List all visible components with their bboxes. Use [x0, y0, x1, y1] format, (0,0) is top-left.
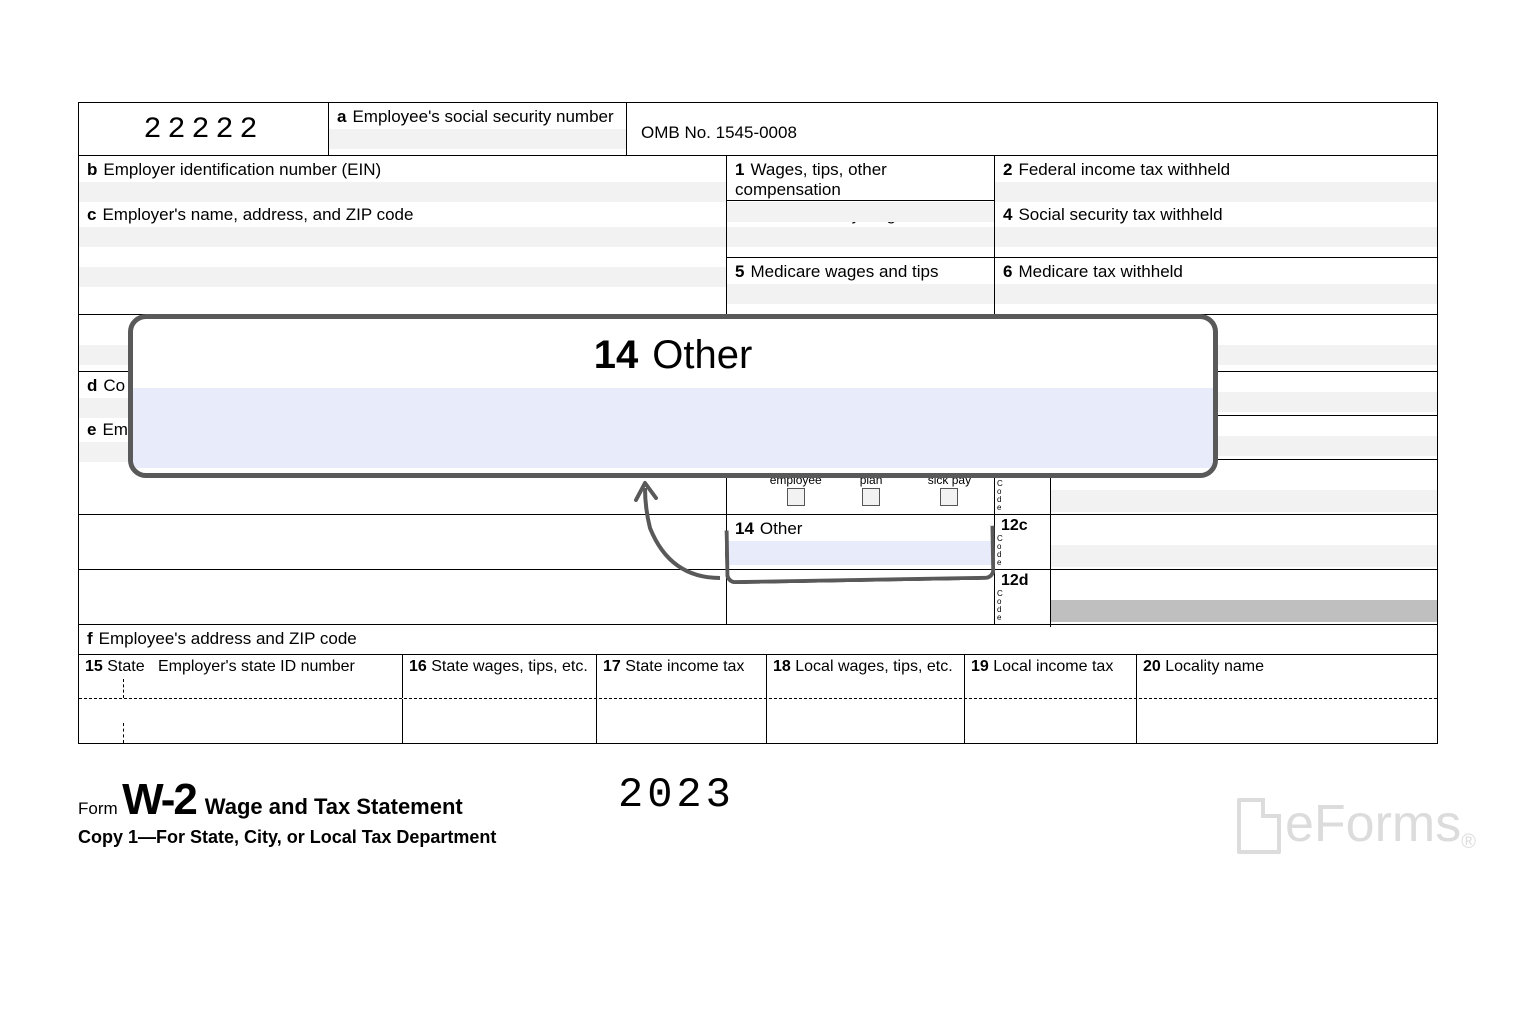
row-12d: 12d C o d e	[79, 570, 1437, 625]
form-word: Form	[78, 799, 118, 818]
box-15: 15 State Employer's state ID number	[79, 655, 403, 698]
row-15-20-blank	[79, 699, 1437, 743]
box-b: bEmployer identification number (EIN)	[79, 156, 727, 200]
row-15-20: 15 State Employer's state ID number 16 S…	[79, 655, 1437, 699]
box-20: 20 Locality name	[1137, 655, 1437, 698]
box-c-label: Employer's name, address, and ZIP code	[102, 205, 413, 224]
box-4: 4Social security tax withheld	[995, 201, 1437, 257]
form-year: 2023	[618, 771, 735, 819]
checkbox-sickpay[interactable]	[940, 488, 958, 506]
callout-box-14: 14Other	[128, 314, 1218, 478]
box-22222: 22222	[79, 103, 329, 155]
callout-fill	[133, 388, 1213, 468]
row-header: 22222 aEmployee's social security number…	[79, 103, 1437, 156]
checkbox-statutory[interactable]	[787, 488, 805, 506]
row-f: fEmployee's address and ZIP code	[79, 625, 1437, 655]
document-icon	[1237, 798, 1281, 854]
box-a-fill	[329, 129, 626, 149]
box-12d: 12d C o d e	[995, 570, 1437, 624]
form-footer: Form W-2 Wage and Tax Statement 2023 Cop…	[78, 775, 1438, 848]
eforms-watermark: eForms®	[1237, 794, 1476, 854]
box-1-label: Wages, tips, other compensation	[735, 160, 887, 199]
box-14: 14Other	[727, 515, 995, 569]
box-17: 17 State income tax	[597, 655, 767, 698]
copy-line: Copy 1—For State, City, or Local Tax Dep…	[78, 827, 1438, 848]
box-18: 18 Local wages, tips, etc.	[767, 655, 965, 698]
box-a-label: Employee's social security number	[352, 107, 613, 126]
box-19: 19 Local income tax	[965, 655, 1137, 698]
row-14-12c: 14Other 12c C o d e	[79, 515, 1437, 570]
box-16: 16 State wages, tips, etc.	[403, 655, 597, 698]
box-1: 1Wages, tips, other compensation	[727, 156, 995, 200]
checkbox-retirement[interactable]	[862, 488, 880, 506]
box-2-label: Federal income tax withheld	[1018, 160, 1230, 179]
form-subtitle: Wage and Tax Statement	[205, 794, 463, 819]
row-b: bEmployer identification number (EIN) 1W…	[79, 156, 1437, 201]
box-12c: 12c C o d e	[995, 515, 1437, 569]
omb-cell: OMB No. 1545-0008	[627, 103, 1437, 155]
box-b-label: Employer identification number (EIN)	[103, 160, 381, 179]
callout-title: 14Other	[133, 319, 1213, 388]
box-a: aEmployee's social security number	[329, 103, 627, 155]
box-c: cEmployer's name, address, and ZIP code	[79, 201, 727, 314]
box-6: 6Medicare tax withheld	[995, 258, 1437, 315]
box-f-label: Employee's address and ZIP code	[99, 629, 357, 648]
box-5: 5Medicare wages and tips	[727, 258, 995, 315]
box-2: 2Federal income tax withheld	[995, 156, 1437, 200]
form-name: W-2	[122, 775, 196, 824]
